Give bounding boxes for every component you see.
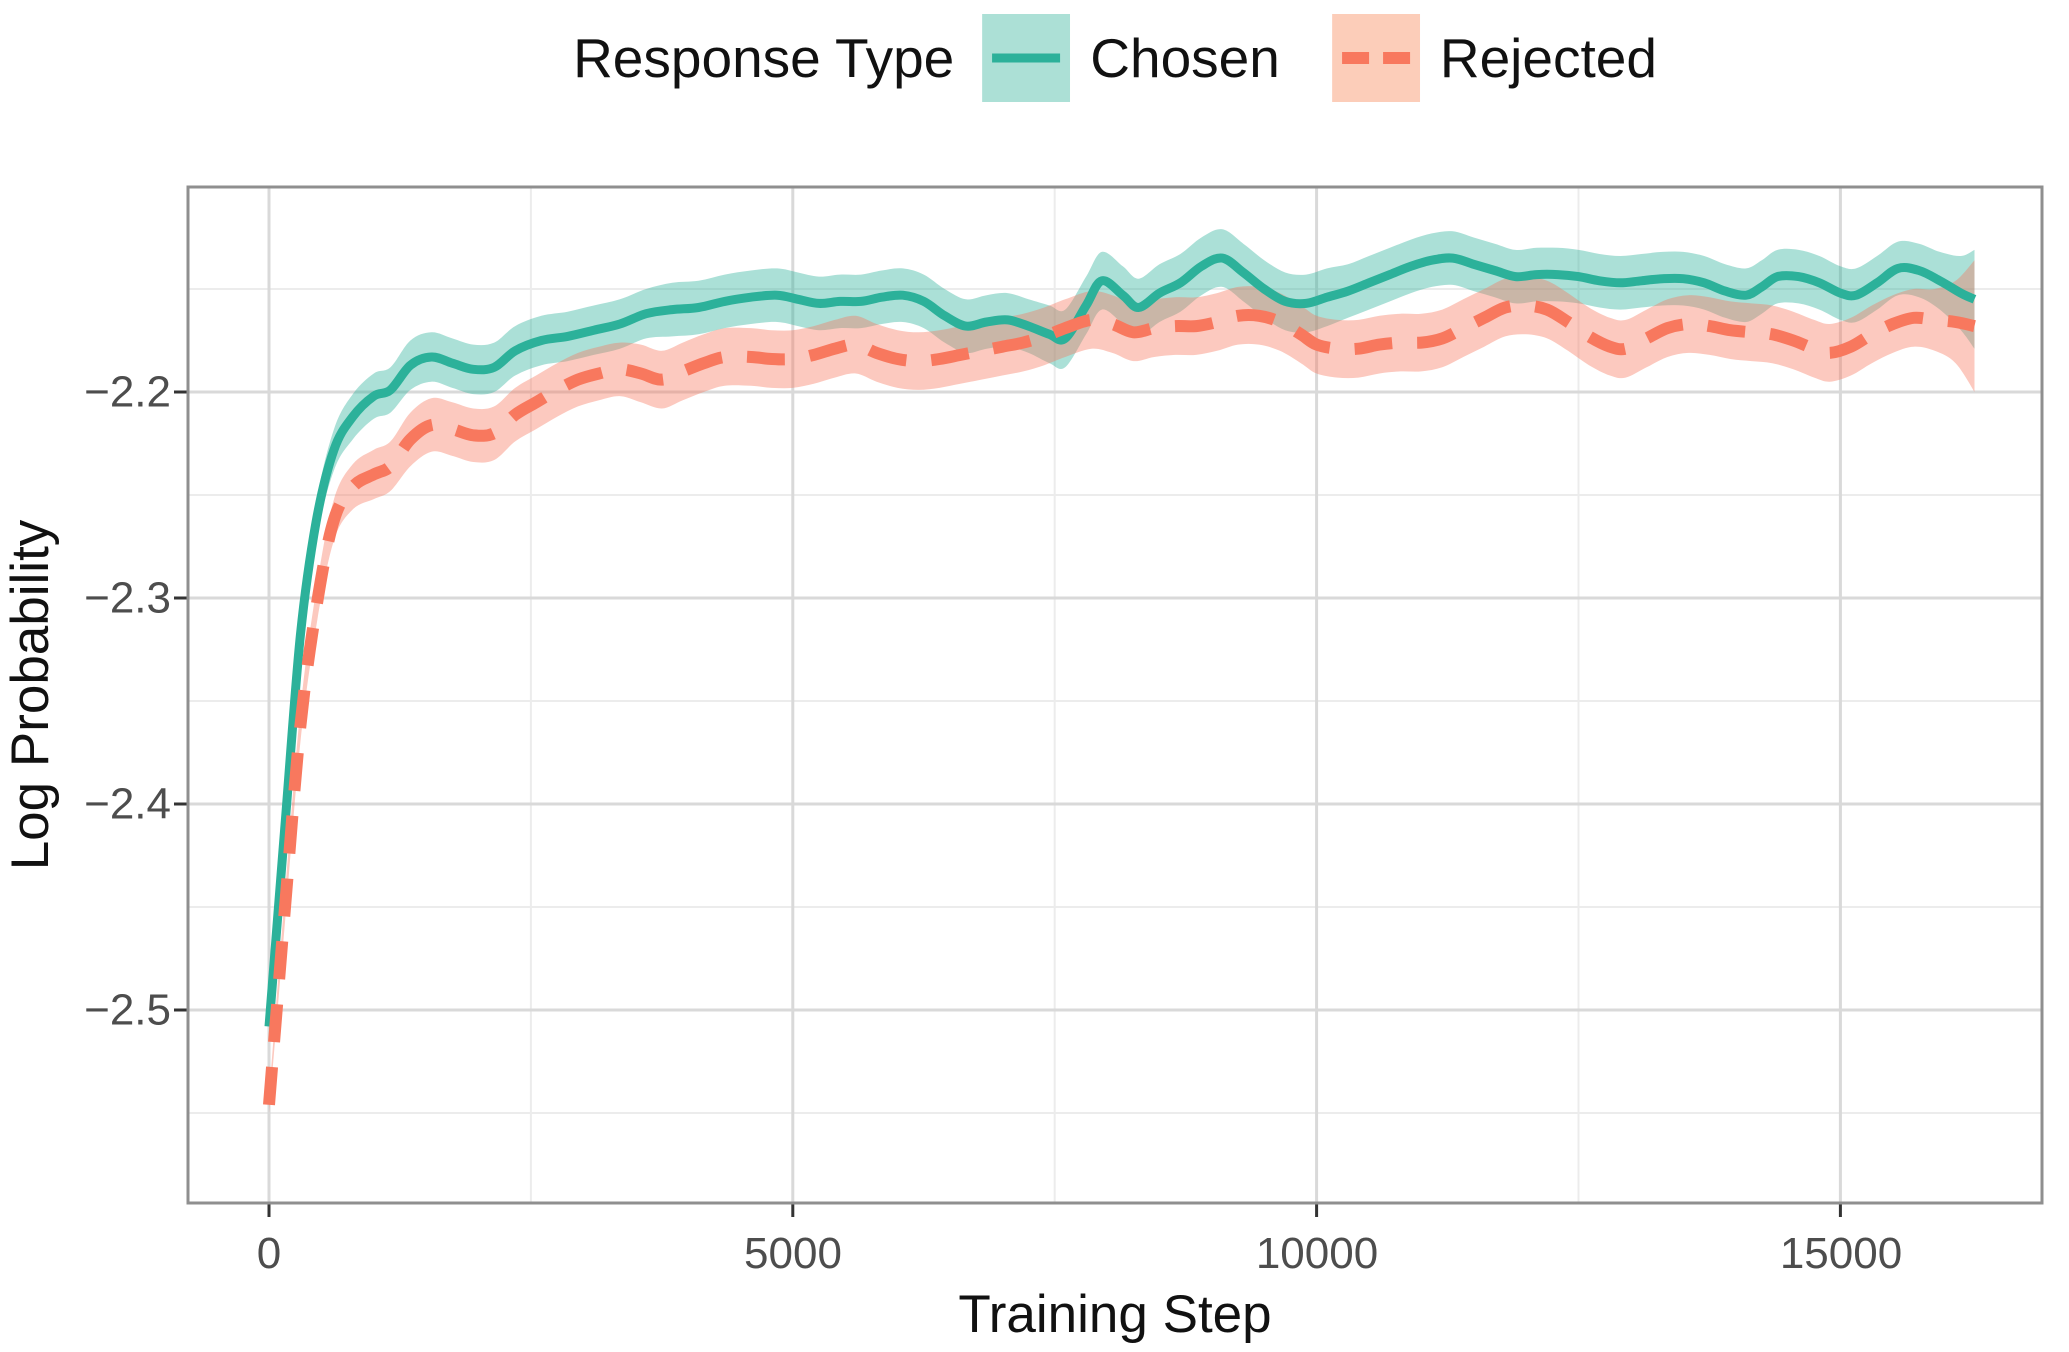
series-layer [263,229,1977,1113]
y-axis-title: Log Probability [1,519,60,870]
y-tick-label: −2.4 [84,780,171,829]
axis-ticks [174,390,1842,1217]
series-line-chosen [264,253,1977,1027]
legend: Response Type Chosen Rejected [573,14,1657,102]
x-tick-label: 5000 [744,1229,842,1278]
chosen-key-icon [982,14,1071,102]
legend-item-rejected[interactable]: Rejected [1331,14,1657,102]
y-tick-label: −2.2 [84,368,171,417]
y-tick-label: −2.5 [84,986,171,1035]
gridlines-minor [188,187,2042,1203]
x-tick-label: 10000 [1256,1229,1378,1278]
legend-title: Response Type [573,27,955,89]
legend-label-rejected: Rejected [1439,27,1657,89]
x-tick-label: 15000 [1780,1229,1902,1278]
legend-item-chosen[interactable]: Chosen [982,14,1280,102]
rejected-key-icon [1331,14,1420,102]
x-axis-title: Training Step [958,1285,1271,1344]
panel-border [186,185,2044,1205]
y-tick-label: −2.3 [84,574,171,623]
x-tick-label: 0 [257,1229,281,1278]
legend-label-chosen: Chosen [1090,27,1280,89]
confidence-band-rejected [269,260,1975,1113]
